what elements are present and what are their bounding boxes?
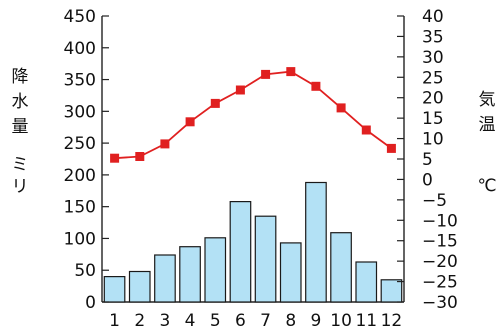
plot-frame	[101, 16, 405, 303]
right-title-char-0: 気	[479, 90, 496, 110]
left-unit-char-0: ミ	[12, 155, 29, 175]
precip-bar-12	[380, 279, 403, 303]
x-tick-label-7: 7	[260, 311, 271, 331]
precip-bar-9	[305, 181, 327, 303]
precip-bar-3	[154, 254, 176, 303]
right-tick-label-40: 40	[422, 7, 444, 27]
x-tick-label-10: 10	[330, 311, 352, 331]
x-tick-label-11: 11	[355, 311, 377, 331]
left-tick-label-0: 0	[85, 293, 96, 313]
x-tick-label-6: 6	[235, 311, 246, 331]
temp-point-2	[135, 152, 145, 161]
precip-bar-4	[179, 246, 201, 303]
temp-point-9	[311, 81, 321, 91]
right-tick-label-30: 30	[422, 48, 444, 68]
right-tick-label-0: 0	[422, 170, 433, 190]
left-title-char-2: 量	[12, 117, 29, 137]
right-title-char-1: 温	[479, 115, 496, 135]
x-tick-label-4: 4	[185, 311, 196, 331]
temp-point-12	[386, 143, 396, 153]
right-tick-label--20: −20	[422, 252, 458, 272]
temp-point-1	[110, 153, 120, 163]
x-tick-label-2: 2	[134, 311, 145, 331]
right-tick-label-15: 15	[422, 109, 444, 129]
right-tick-label--5: −5	[422, 191, 447, 211]
left-tick-label-100: 100	[64, 229, 96, 249]
right-tick-label-35: 35	[422, 27, 444, 47]
left-unit-char-1: リ	[12, 177, 29, 197]
right-tick-label--15: −15	[422, 232, 458, 252]
left-tick-label-250: 250	[64, 134, 96, 154]
left-tick-label-200: 200	[64, 166, 96, 186]
temp-point-6	[235, 85, 245, 95]
precip-bar-6	[229, 201, 252, 303]
precip-bar-7	[254, 215, 277, 303]
left-tick-label-400: 400	[64, 39, 96, 59]
temp-point-8	[286, 67, 296, 77]
right-tick-label-25: 25	[422, 68, 444, 88]
x-tick-label-3: 3	[159, 311, 170, 331]
precipitation-bars	[103, 181, 403, 303]
temp-point-3	[160, 139, 170, 149]
right-tick-label-10: 10	[422, 130, 444, 150]
right-tick-label-20: 20	[422, 89, 444, 109]
right-tick-label--10: −10	[422, 211, 458, 231]
temperature-line	[114, 70, 392, 160]
precip-bar-8	[279, 242, 302, 303]
x-tick-label-9: 9	[310, 311, 321, 331]
left-axis-ticks: 0 50 100 150 200 250 300 350 400 450	[64, 7, 109, 313]
right-tick-label--30: −30	[422, 293, 458, 313]
x-tick-label-12: 12	[381, 311, 403, 331]
left-tick-label-150: 150	[64, 198, 96, 218]
temp-point-4	[185, 117, 195, 127]
temp-point-11	[361, 125, 371, 135]
precip-bar-10	[330, 232, 352, 303]
left-tick-label-350: 350	[64, 71, 96, 91]
temp-point-10	[336, 103, 346, 113]
precip-bar-1	[103, 276, 126, 303]
temperature-series	[110, 67, 396, 163]
right-tick-label--25: −25	[422, 273, 458, 293]
temp-point-5	[210, 98, 220, 108]
x-tick-label-5: 5	[210, 311, 221, 331]
right-unit: ℃	[477, 176, 496, 196]
x-tick-label-1: 1	[109, 311, 120, 331]
right-tick-label-5: 5	[422, 150, 433, 170]
precip-bar-11	[355, 261, 378, 303]
left-title-char-0: 降	[12, 67, 29, 87]
left-tick-label-300: 300	[64, 102, 96, 122]
left-tick-label-50: 50	[74, 261, 96, 281]
left-tick-label-450: 450	[64, 7, 96, 27]
x-tick-label-8: 8	[285, 311, 296, 331]
x-axis-ticks: 1 2 3 4 5 6 7 8 9 10 11 12	[109, 311, 402, 331]
precip-bar-2	[128, 270, 151, 303]
temp-point-7	[261, 69, 271, 79]
precip-bar-5	[204, 237, 227, 303]
left-title-char-1: 水	[12, 92, 29, 112]
